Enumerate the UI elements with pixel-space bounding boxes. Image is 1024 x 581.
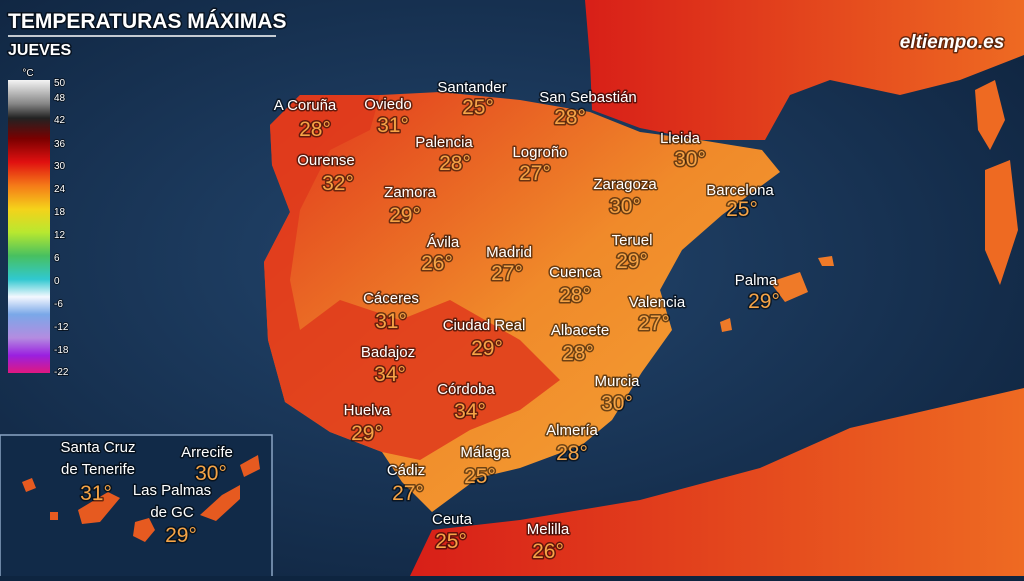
- city-temp: 30°: [609, 195, 641, 218]
- legend-tick: 42: [54, 115, 66, 126]
- canary-islands: [22, 455, 260, 542]
- city-name: Teruel: [612, 232, 653, 249]
- city-name: Cuenca: [549, 264, 601, 281]
- city-name: Ourense: [297, 152, 355, 169]
- city-temp: 27°: [519, 162, 551, 185]
- city-name: Santander: [437, 79, 506, 96]
- city-temp: 29°: [471, 337, 503, 360]
- city-temp: 34°: [374, 363, 406, 386]
- legend-tick: 50: [54, 78, 66, 89]
- city-temp: 29°: [616, 250, 648, 273]
- legend-tick: 0: [54, 276, 60, 287]
- legend-tick: 48: [54, 93, 66, 104]
- city-name: Madrid: [486, 244, 532, 261]
- city-temp: 29°: [389, 204, 421, 227]
- city-name: Cádiz: [387, 462, 425, 479]
- city-name: Cáceres: [363, 290, 419, 307]
- city-temp: 31°: [80, 482, 112, 505]
- legend-tick: -12: [54, 322, 69, 333]
- city-temp: 28°: [562, 342, 594, 365]
- map-title: TEMPERATURAS MÁXIMAS: [8, 10, 286, 33]
- france: [585, 0, 1024, 140]
- city-temp: 31°: [377, 114, 409, 137]
- city-name: Zamora: [384, 184, 436, 201]
- city-name: Palencia: [415, 134, 473, 151]
- map-subtitle: JUEVES: [8, 42, 71, 59]
- city-name: Santa Cruz: [60, 439, 135, 456]
- city-name: Murcia: [594, 373, 640, 390]
- legend-scale: [8, 80, 50, 373]
- city-temp: 26°: [532, 540, 564, 563]
- north-africa: [410, 388, 1024, 576]
- city-name: Las Palmas: [133, 482, 211, 499]
- city-temp: 27°: [491, 262, 523, 285]
- city-temp: 27°: [638, 312, 670, 335]
- legend-tick: -18: [54, 345, 69, 356]
- legend-tick: 36: [54, 139, 66, 150]
- city-name: de Tenerife: [61, 461, 135, 478]
- city-name: Barcelona: [706, 182, 774, 199]
- logo: eltiempo.es: [900, 32, 1005, 53]
- city-temp: 28°: [559, 284, 591, 307]
- city-name: Málaga: [460, 444, 510, 461]
- balearic-islands: [720, 256, 834, 332]
- city-temp: 25°: [464, 465, 496, 488]
- canary-inset: [0, 434, 273, 578]
- city-name: Albacete: [551, 322, 609, 339]
- legend-tick: -22: [54, 367, 69, 378]
- city-temp: 29°: [351, 422, 383, 445]
- city-name: Lleida: [660, 130, 701, 147]
- city-temp: 25°: [435, 530, 467, 553]
- legend-tick: -6: [54, 299, 63, 310]
- city-name: Arrecife: [181, 444, 233, 461]
- city-temp: 26°: [421, 252, 453, 275]
- legend-tick: 6: [54, 253, 60, 264]
- city-name: Ávila: [427, 234, 460, 251]
- city-name: Valencia: [629, 294, 686, 311]
- city-temp: 34°: [454, 400, 486, 423]
- city-temp: 30°: [601, 392, 633, 415]
- city-temp: 27°: [392, 482, 424, 505]
- city-temp: 29°: [748, 290, 780, 313]
- legend-tick: 30: [54, 161, 66, 172]
- legend-unit: °C: [22, 68, 33, 79]
- hot-zone: [264, 95, 560, 460]
- city-temp: 28°: [439, 152, 471, 175]
- city-name: Ceuta: [432, 511, 473, 528]
- city-name: Oviedo: [364, 96, 412, 113]
- city-name: Córdoba: [437, 381, 495, 398]
- city-temp: 25°: [726, 198, 758, 221]
- city-name: Almería: [546, 422, 598, 439]
- city-temp: 28°: [299, 118, 331, 141]
- city-temp: 30°: [674, 148, 706, 171]
- city-temp: 25°: [462, 96, 494, 119]
- city-temp: 32°: [322, 172, 354, 195]
- city-name: A Coruña: [274, 97, 337, 114]
- city-temp: 31°: [375, 310, 407, 333]
- city-name: Badajoz: [361, 344, 415, 361]
- city-name: Huelva: [344, 402, 391, 419]
- city-name: Melilla: [527, 521, 570, 538]
- city-name: Zaragoza: [593, 176, 657, 193]
- city-name: de GC: [150, 504, 194, 521]
- legend-tick: 18: [54, 207, 66, 218]
- city-name: San Sebastián: [539, 89, 637, 106]
- legend-tick: 24: [54, 184, 66, 195]
- city-temp: 28°: [554, 106, 586, 129]
- city-temp: 30°: [195, 462, 227, 485]
- city-name: Ciudad Real: [443, 317, 526, 334]
- city-name: Palma: [735, 272, 778, 289]
- corsica-sardinia: [975, 80, 1018, 285]
- city-temp: 28°: [556, 442, 588, 465]
- city-name: Logroño: [512, 144, 567, 161]
- city-temp: 29°: [165, 524, 197, 547]
- legend-tick: 12: [54, 230, 66, 241]
